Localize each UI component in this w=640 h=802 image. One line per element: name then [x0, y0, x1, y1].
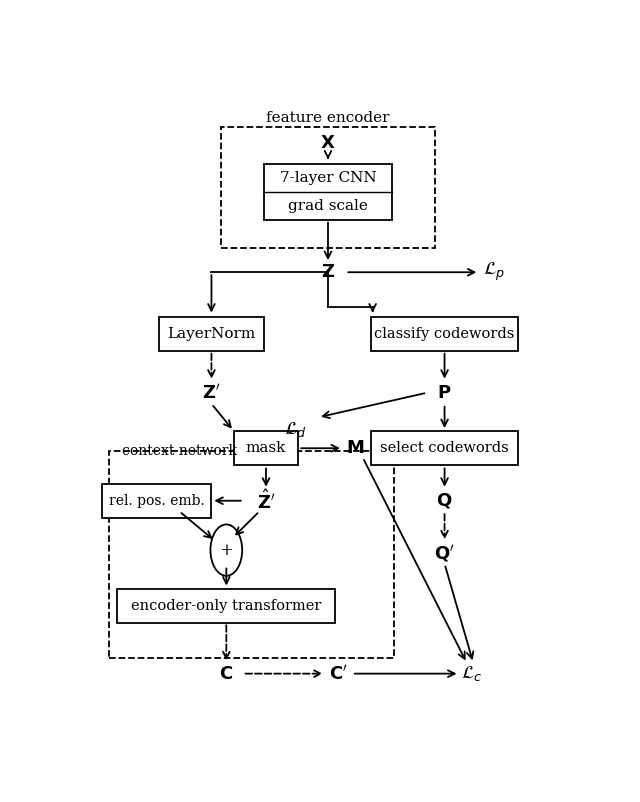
Text: $\mathbf{Z}$: $\mathbf{Z}$: [321, 263, 335, 282]
Text: $\mathbf{Q}$: $\mathbf{Q}$: [436, 492, 452, 510]
Bar: [371, 317, 518, 351]
Text: $\mathbf{P}$: $\mathbf{P}$: [437, 383, 452, 402]
Text: $\mathbf{M}$: $\mathbf{M}$: [346, 439, 364, 457]
Text: $\mathcal{L}_d$: $\mathcal{L}_d$: [284, 420, 307, 439]
Text: $\mathbf{C}$: $\mathbf{C}$: [220, 665, 234, 683]
Text: select codewords: select codewords: [380, 441, 509, 456]
Bar: [264, 164, 392, 220]
Bar: [102, 484, 211, 518]
Text: LayerNorm: LayerNorm: [167, 327, 255, 341]
Text: mask: mask: [246, 441, 286, 456]
Bar: [159, 317, 264, 351]
Text: $\mathcal{L}_c$: $\mathcal{L}_c$: [461, 664, 483, 683]
Text: 7-layer CNN: 7-layer CNN: [280, 171, 376, 185]
Text: $\mathbf{Z}'$: $\mathbf{Z}'$: [202, 383, 221, 402]
Text: $\hat{\mathbf{Z}}'$: $\hat{\mathbf{Z}}'$: [257, 489, 275, 512]
Text: grad scale: grad scale: [288, 199, 368, 213]
Bar: [234, 431, 298, 465]
Text: rel. pos. emb.: rel. pos. emb.: [109, 494, 205, 508]
Text: classify codewords: classify codewords: [374, 327, 515, 341]
Ellipse shape: [211, 525, 242, 576]
Text: $\mathbf{C}'$: $\mathbf{C}'$: [328, 664, 348, 683]
Text: $\mathcal{L}_p$: $\mathcal{L}_p$: [483, 261, 505, 283]
Text: $\mathbf{X}$: $\mathbf{X}$: [320, 134, 336, 152]
Text: $\mathbf{Q}'$: $\mathbf{Q}'$: [434, 543, 455, 564]
Bar: [371, 431, 518, 465]
Text: encoder-only transformer: encoder-only transformer: [131, 599, 321, 613]
Bar: [117, 589, 335, 622]
Text: +: +: [220, 541, 233, 559]
Text: feature encoder: feature encoder: [266, 111, 390, 125]
Bar: [109, 452, 394, 658]
Text: context network: context network: [122, 444, 237, 458]
Bar: [221, 128, 435, 248]
